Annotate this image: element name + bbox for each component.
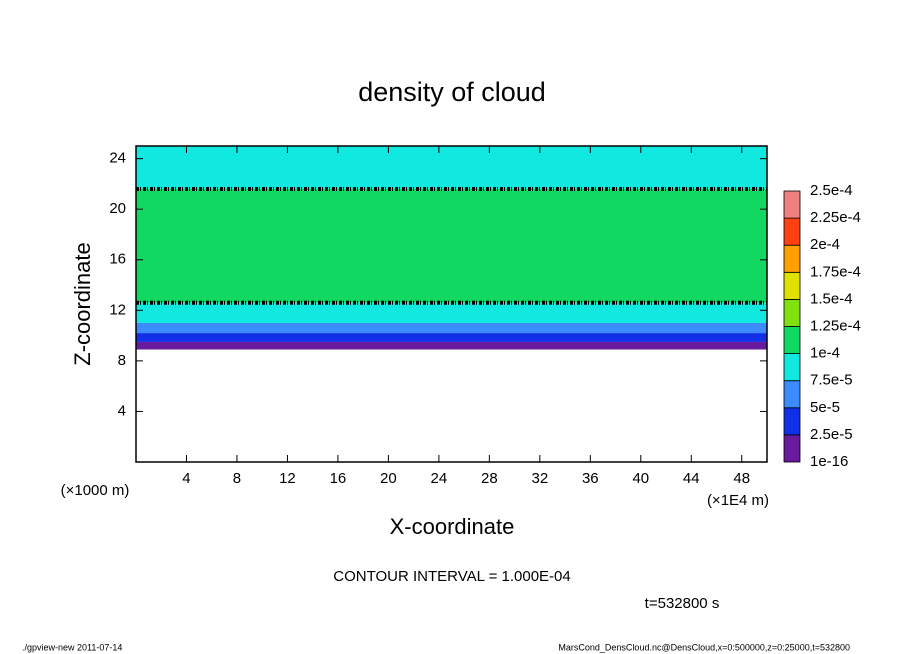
time-label: t=532800 s — [645, 595, 720, 612]
colorbar-label: 1.75e-4 — [810, 263, 861, 280]
chart-title: density of cloud — [358, 77, 546, 107]
footer-left: ./gpview-new 2011-07-14 — [22, 642, 122, 652]
y-tick-label: 20 — [109, 200, 126, 217]
field-band — [136, 188, 767, 303]
y-unit: (×1000 m) — [61, 482, 130, 499]
footer-right: MarsCond_DensCloud.nc@DensCloud,x=0:5000… — [558, 642, 850, 652]
colorbar-label: 1e-16 — [810, 453, 848, 470]
x-tick-label: 40 — [632, 470, 649, 487]
colorbar-cell — [783, 407, 801, 436]
colorbar-cell — [783, 217, 801, 246]
colorbar-cell — [783, 244, 801, 273]
x-tick-label: 32 — [531, 470, 548, 487]
field-band — [136, 341, 767, 350]
colorbar-label: 1.5e-4 — [810, 290, 853, 307]
x-tick-label: 24 — [431, 470, 448, 487]
y-tick-label: 24 — [109, 150, 126, 167]
colorbar-cell — [783, 190, 801, 219]
contour-interval: CONTOUR INTERVAL = 1.000E-04 — [333, 568, 570, 585]
x-axis-label: X-coordinate — [390, 514, 515, 539]
x-unit: (×1E4 m) — [707, 492, 769, 509]
x-tick-label: 20 — [380, 470, 397, 487]
y-axis-label: Z-coordinate — [70, 242, 95, 366]
x-tick-label: 44 — [683, 470, 700, 487]
x-tick-label: 48 — [733, 470, 750, 487]
y-tick-label: 4 — [118, 402, 126, 419]
colorbar-label: 2.5e-4 — [810, 182, 853, 199]
y-tick-label: 12 — [109, 301, 126, 318]
colorbar-label: 5e-5 — [810, 399, 840, 416]
x-tick-label: 4 — [182, 470, 190, 487]
x-tick-label: 12 — [279, 470, 296, 487]
x-tick-label: 16 — [330, 470, 347, 487]
x-tick-label: 28 — [481, 470, 498, 487]
colorbar-cell — [783, 271, 801, 300]
colorbar-cell — [783, 298, 801, 327]
colorbar-label: 2.5e-5 — [810, 426, 853, 443]
field-band — [136, 322, 767, 334]
y-tick-label: 8 — [118, 352, 126, 369]
plot-frame — [135, 145, 768, 463]
field-band — [136, 146, 767, 189]
colorbar-cell — [783, 434, 801, 463]
colorbar-cell — [783, 326, 801, 355]
colorbar-cell — [783, 380, 801, 409]
colorbar-label: 2e-4 — [810, 236, 840, 253]
x-tick-label: 8 — [233, 470, 241, 487]
colorbar-cell — [783, 353, 801, 382]
field-band — [136, 333, 767, 342]
colorbar-label: 1.25e-4 — [810, 317, 861, 334]
colorbar-label: 2.25e-4 — [810, 209, 861, 226]
x-tick-label: 36 — [582, 470, 599, 487]
colorbar-label: 1e-4 — [810, 345, 840, 362]
y-tick-label: 16 — [109, 251, 126, 268]
field-band — [136, 302, 767, 323]
colorbar-label: 7.5e-5 — [810, 372, 853, 389]
